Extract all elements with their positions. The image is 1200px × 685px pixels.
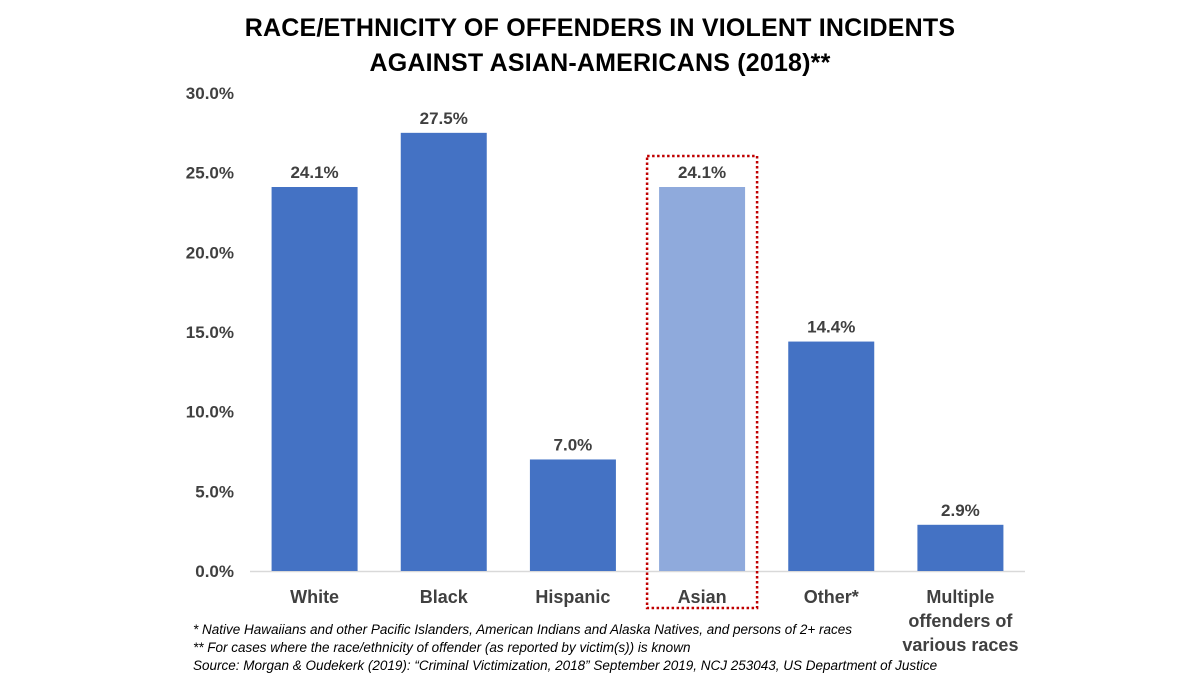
bar-hispanic [529,459,616,571]
y-tick-label: 0.0% [195,562,234,581]
bar-multiple-offenders-of-various-races [917,524,1004,571]
data-label: 2.9% [941,501,980,520]
bar-asian [659,187,746,572]
data-label: 24.1% [678,163,726,182]
footnote-known-offender: ** For cases where the race/ethnicity of… [193,640,691,655]
x-tick-label: Multiple [926,587,994,607]
y-tick-label: 10.0% [186,403,234,422]
x-tick-label: Other* [804,587,859,607]
data-label: 24.1% [290,163,338,182]
x-tick-label: offenders of [908,611,1013,631]
bar-other [788,341,875,571]
x-tick-label: Hispanic [535,587,610,607]
x-tick-label: Asian [678,587,727,607]
bar-white [271,187,358,572]
highlight-box [645,154,759,610]
y-tick-label: 25.0% [186,164,234,183]
x-tick-label: Black [420,587,469,607]
y-tick-label: 20.0% [186,243,234,262]
chart-title-line-1: RACE/ETHNICITY OF OFFENDERS IN VIOLENT I… [244,14,956,42]
data-label: 7.0% [554,435,593,454]
data-label: 27.5% [420,109,468,128]
y-tick-label: 15.0% [186,323,234,342]
y-tick-label: 5.0% [195,482,234,501]
data-label: 14.4% [807,318,855,337]
footnote-other-definition: * Native Hawaiians and other Pacific Isl… [193,622,852,637]
x-tick-label: various races [902,635,1018,655]
y-tick-label: 30.0% [186,84,234,103]
bar-black [400,132,487,572]
chart-title-line-2: AGAINST ASIAN-AMERICANS (2018)** [369,49,831,77]
x-tick-label: White [290,587,339,607]
source-citation: Source: Morgan & Oudekerk (2019): “Crimi… [193,658,938,673]
